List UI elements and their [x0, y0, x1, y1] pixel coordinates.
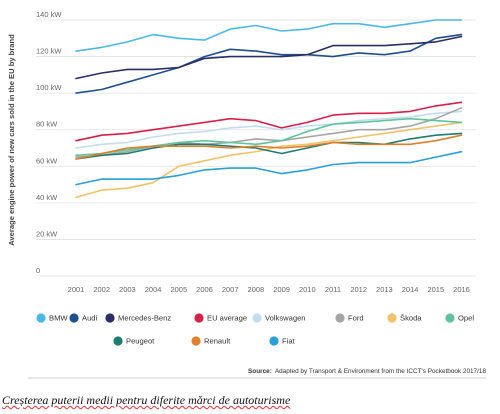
x-tick-label: 2016 [453, 285, 470, 294]
x-tick-label: 2006 [196, 285, 213, 294]
x-tick-label: 2014 [402, 285, 419, 294]
x-tick-label: 2012 [350, 285, 367, 294]
legend-marker-peugeot [113, 336, 123, 346]
source-text: Adapted by Transport & Environment from … [275, 368, 487, 375]
legend-label-eu-average: EU average [207, 314, 247, 323]
series-line-opel [75, 117, 463, 157]
legend-label-mercedes-benz: Mercedes-Benz [118, 314, 171, 323]
series-line-ford [75, 107, 463, 158]
y-tick-label: 20 kW [36, 229, 58, 238]
series-line-skoda [75, 121, 463, 199]
legend-marker-eu-average [194, 313, 204, 323]
y-tick-label: 120 kW [36, 47, 62, 56]
y-tick-label: 40 kW [36, 193, 58, 202]
x-tick-label: 2009 [273, 285, 290, 294]
x-axis-ticks: 2001 2002 2003 2004 2005 2006 2007 2008 2009 2010… [68, 285, 470, 294]
legend-label-renault: Renault [204, 337, 231, 346]
legend-label-ford: Ford [348, 314, 364, 323]
series-line-renault [75, 134, 463, 160]
series-line-bmw [75, 19, 463, 52]
chart-background [0, 0, 500, 378]
x-tick-label: 2011 [325, 285, 341, 294]
series-line-mercedes-benz [75, 35, 463, 80]
x-tick-label: 2010 [299, 285, 316, 294]
x-tick-label: 2001 [68, 285, 85, 294]
x-tick-label: 2015 [427, 285, 444, 294]
legend-marker-audi [69, 313, 79, 323]
source-note: Source: Adapted by Transport & Environmen… [248, 368, 486, 375]
y-tick-label: 100 kW [36, 83, 62, 92]
series-line-peugeot [75, 132, 463, 160]
x-tick-label: 2004 [145, 285, 162, 294]
legend-label-opel: Opel [458, 314, 474, 323]
legend-marker-ford [335, 313, 345, 323]
legend-marker-fiat [269, 336, 279, 346]
y-tick-label: 60 kW [36, 156, 58, 165]
y-tick-label: 80 kW [36, 120, 58, 129]
legend-marker-mercedes-benz [105, 313, 115, 323]
source-label: Source: [248, 368, 272, 375]
legend: BMW Audi Mercedes-Benz EU average Volkswagen… [36, 313, 474, 346]
legend-marker-bmw [36, 313, 46, 323]
series-lines [75, 19, 463, 199]
legend-label-skoda: Škoda [400, 314, 422, 323]
legend-marker-volkswagen [252, 313, 262, 323]
legend-marker-renault [191, 336, 201, 346]
series-line-fiat [75, 150, 463, 186]
x-tick-label: 2007 [222, 285, 239, 294]
x-tick-label: 2008 [248, 285, 265, 294]
legend-label-peugeot: Peugeot [126, 337, 155, 346]
x-tick-label: 2013 [376, 285, 393, 294]
x-tick-label: 2002 [93, 285, 110, 294]
y-tick-label: 0 [36, 266, 40, 275]
legend-label-fiat: Fiat [282, 337, 296, 346]
series-line-volkswagen [75, 110, 463, 149]
legend-label-audi: Audi [82, 314, 98, 323]
legend-label-volkswagen: Volkswagen [265, 314, 306, 323]
legend-marker-skoda [387, 313, 397, 323]
legend-marker-opel [445, 313, 455, 323]
series-line-audi [75, 33, 463, 94]
series-line-eu-average [75, 101, 463, 142]
figure-caption: Creșterea puterii medii pentru diferite … [2, 393, 291, 407]
x-tick-label: 2005 [170, 285, 187, 294]
y-tick-label: 140 kW [36, 10, 62, 19]
y-axis-label: Average engine power of new cars sold in… [7, 34, 16, 246]
gridlines [36, 19, 476, 277]
y-axis-ticks: 0 20 kW 40 kW 60 kW 80 kW 100 kW 120 kW 140 kW [36, 10, 62, 275]
legend-label-bmw: BMW [49, 314, 68, 323]
x-tick-label: 2003 [119, 285, 136, 294]
